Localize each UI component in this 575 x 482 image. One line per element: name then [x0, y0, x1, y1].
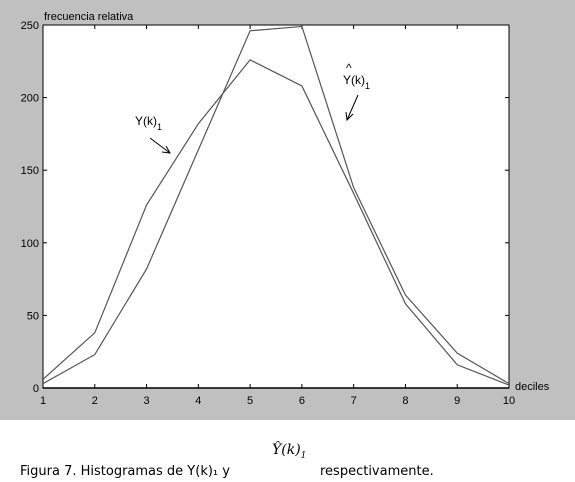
x-tick-label: 7	[351, 395, 357, 407]
x-tick-label: 10	[503, 395, 515, 407]
x-axis-label: deciles	[515, 381, 550, 393]
annotation-y-main: Y(k)	[135, 114, 157, 128]
x-tick-label: 2	[92, 395, 98, 407]
caption-hat-symbol: Ŷ(k)1	[272, 442, 306, 461]
y-tick-label: 0	[33, 383, 39, 395]
y-axis-label: frecuencia relativa	[44, 11, 134, 23]
y-tick-label: 150	[21, 165, 39, 177]
annotation-yhat-text: Y(k)1	[343, 73, 370, 91]
x-tick-label: 3	[143, 395, 149, 407]
annotation-y: Y(k)1	[135, 114, 171, 154]
series-line-y	[43, 59, 509, 386]
annotation-y-arrow	[149, 137, 171, 154]
annotation-y-text: Y(k)1	[135, 114, 162, 132]
series-line-y-hat	[43, 25, 509, 385]
annotation-yhat-arrowhead	[345, 111, 354, 122]
y-axis: 0 50 100 150 200 250	[21, 20, 509, 395]
x-tick-label: 4	[195, 395, 201, 407]
annotation-yhat-main: Y(k)	[343, 73, 365, 87]
y-tick-label: 100	[21, 238, 39, 250]
caption-main: Figura 7. Histogramas de Y(k)₁ y	[20, 464, 230, 479]
annotation-yhat: ^ Y(k)1	[343, 61, 370, 122]
x-tick-label: 6	[299, 395, 305, 407]
x-tick-label: 1	[40, 395, 46, 407]
y-tick-label: 200	[21, 93, 39, 105]
annotation-yhat-arrow	[346, 94, 359, 121]
x-tick-label: 8	[402, 395, 408, 407]
annotation-yhat-sub: 1	[365, 81, 370, 91]
annotation-y-arrowhead	[161, 145, 171, 154]
annotation-y-sub: 1	[157, 122, 162, 132]
figure-caption: Figura 7. Histogramas de Y(k)₁ y Ŷ(k)1 r…	[20, 442, 560, 479]
y-tick-label: 50	[27, 310, 39, 322]
plot-area	[42, 24, 510, 389]
x-tick-label: 5	[247, 395, 253, 407]
x-axis: 1 2 3 4 5 6 7 8 9 10	[40, 25, 515, 407]
chart-figure: 0 50 100 150 200 250 1 2 3 4 5 6 7 8 9 10 frecuencia r…	[0, 0, 575, 420]
y-tick-label: 250	[21, 20, 39, 32]
annotation-yhat-hat: ^	[346, 61, 352, 75]
caption-hat-text: Ŷ(k)	[272, 442, 301, 458]
x-tick-label: 9	[454, 395, 460, 407]
caption-tail: respectivamente.	[320, 464, 434, 479]
caption-hat-sub: 1	[300, 450, 307, 461]
series-group	[43, 25, 509, 389]
